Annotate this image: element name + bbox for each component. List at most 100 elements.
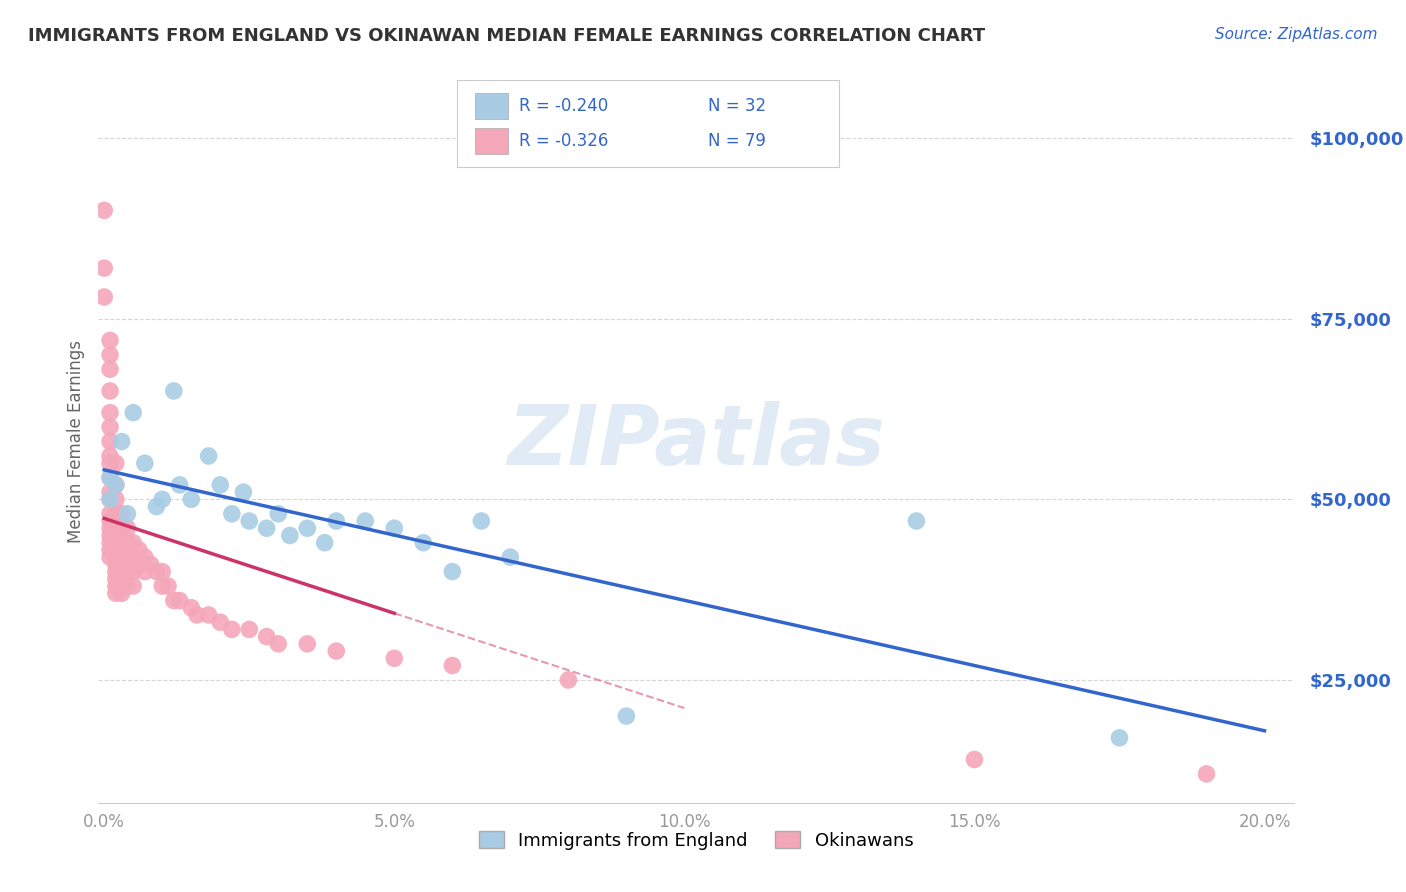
Point (98, 470, 121, 484)
Point (98, 470, 121, 484)
Point (256, 630, 278, 644)
Point (134, 565, 156, 579)
Point (145, 565, 167, 579)
Point (98, 492, 121, 507)
Text: N = 79: N = 79 (709, 132, 766, 150)
Point (104, 565, 127, 579)
Point (122, 565, 145, 579)
Point (98, 492, 121, 507)
Point (117, 535, 139, 549)
FancyBboxPatch shape (475, 93, 509, 119)
Point (117, 507, 139, 521)
Point (209, 615, 232, 630)
Point (111, 535, 134, 549)
Point (93, 290, 115, 304)
Point (122, 406, 145, 420)
Point (169, 478, 191, 492)
Text: IMMIGRANTS FROM ENGLAND VS OKINAWAN MEDIAN FEMALE EARNINGS CORRELATION CHART: IMMIGRANTS FROM ENGLAND VS OKINAWAN MEDI… (28, 27, 986, 45)
Point (104, 558, 127, 572)
Point (614, 709, 637, 723)
Point (98, 535, 121, 549)
Point (169, 593, 191, 607)
Point (150, 579, 173, 593)
Point (197, 607, 219, 622)
Point (1108, 731, 1130, 745)
Point (354, 514, 377, 528)
Point (163, 384, 186, 398)
Y-axis label: Median Female Earnings: Median Female Earnings (66, 340, 84, 543)
Point (221, 623, 243, 637)
Point (98, 507, 121, 521)
Point (238, 623, 260, 637)
Point (314, 535, 336, 549)
Point (104, 586, 127, 600)
Point (98, 420, 121, 434)
Point (441, 565, 464, 579)
Point (98, 449, 121, 463)
Text: R = -0.326: R = -0.326 (519, 132, 609, 150)
Point (325, 514, 347, 528)
Point (104, 550, 127, 565)
Point (98, 434, 121, 449)
Point (98, 406, 121, 420)
Point (111, 507, 134, 521)
Point (499, 550, 522, 565)
Point (221, 507, 243, 521)
Point (325, 644, 347, 658)
Point (557, 673, 579, 687)
Point (117, 521, 139, 535)
Point (104, 478, 127, 492)
Point (122, 535, 145, 549)
Point (180, 600, 202, 615)
FancyBboxPatch shape (475, 128, 509, 154)
Point (145, 500, 167, 514)
Point (98, 334, 121, 348)
Point (180, 492, 202, 507)
Text: R = -0.240: R = -0.240 (519, 96, 609, 114)
Point (117, 550, 139, 565)
Point (98, 485, 121, 500)
Point (134, 550, 156, 565)
Point (98, 514, 121, 528)
Point (122, 550, 145, 565)
Point (163, 593, 186, 607)
Point (1195, 767, 1218, 781)
Point (278, 528, 301, 542)
Point (98, 348, 121, 362)
Point (98, 521, 121, 535)
Point (98, 528, 121, 542)
Point (98, 362, 121, 376)
Point (104, 521, 127, 535)
Point (104, 542, 127, 557)
Point (297, 637, 319, 651)
Point (104, 492, 127, 507)
Point (104, 478, 127, 492)
Point (134, 456, 156, 470)
Point (209, 478, 232, 492)
Point (111, 434, 134, 449)
Point (104, 507, 127, 521)
Point (111, 550, 134, 565)
Point (98, 384, 121, 398)
Point (963, 752, 986, 766)
Point (93, 261, 115, 276)
Point (117, 579, 139, 593)
Point (104, 572, 127, 586)
Point (197, 449, 219, 463)
Point (157, 579, 180, 593)
Point (104, 456, 127, 470)
Point (238, 514, 260, 528)
Point (412, 535, 434, 549)
Point (111, 586, 134, 600)
Text: Source: ZipAtlas.com: Source: ZipAtlas.com (1215, 27, 1378, 42)
Point (98, 550, 121, 565)
Point (150, 492, 173, 507)
FancyBboxPatch shape (457, 80, 839, 167)
Point (122, 579, 145, 593)
Point (93, 203, 115, 218)
Point (470, 514, 492, 528)
Point (111, 579, 134, 593)
Point (150, 565, 173, 579)
Point (256, 521, 278, 535)
Point (382, 651, 405, 665)
